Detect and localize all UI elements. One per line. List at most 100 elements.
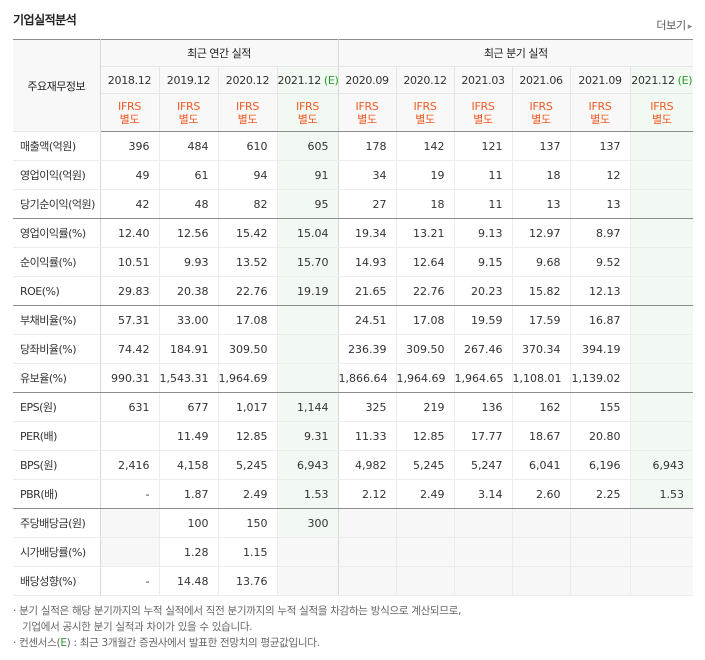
table-cell: 1,139.02 <box>569 363 631 393</box>
table-row: 매출액(억원) 396 484 610 605 178 142 121 137 137 <box>13 131 694 161</box>
table-cell: 677 <box>158 392 218 422</box>
accounting-basis: IFRS 별도 <box>511 93 571 132</box>
table-cell: 22.76 <box>395 276 455 306</box>
table-cell: 2.25 <box>569 479 631 509</box>
basis-label: 별도 <box>119 112 140 126</box>
table-cell: 17.77 <box>453 421 513 451</box>
table-cell: 21.65 <box>338 276 397 306</box>
table-cell: 325 <box>338 392 397 422</box>
footnote-2-pre: · 컨센서스( <box>13 637 61 649</box>
row-label: PBR(배) <box>13 479 101 509</box>
row-label: 시가배당률(%) <box>13 537 101 567</box>
ifrs-label: IFRS <box>650 99 674 113</box>
ifrs-label: IFRS <box>177 99 200 113</box>
table-cell <box>453 508 513 538</box>
period-header: 2021.06 <box>511 66 571 94</box>
table-cell <box>276 334 339 364</box>
row-label: BPS(원) <box>13 450 101 480</box>
table-cell: 137 <box>569 131 631 161</box>
table-cell <box>629 247 694 277</box>
table-cell <box>629 131 694 161</box>
basis-label: 별도 <box>473 112 493 126</box>
accounting-basis: IFRS 별도 <box>158 93 218 132</box>
table-row: ROE(%) 29.83 20.38 22.76 19.19 21.65 22.76 20.2… <box>13 276 694 306</box>
accounting-basis: IFRS 별도 <box>569 93 631 132</box>
table-cell: 91 <box>276 160 339 190</box>
table-cell: 61 <box>158 160 218 190</box>
period-header: 2021.03 <box>453 66 513 94</box>
table-cell: 396 <box>100 131 159 161</box>
period-label: 2019.12 <box>166 73 211 87</box>
ifrs-label: IFRS <box>236 99 259 113</box>
table-cell: 136 <box>453 392 513 422</box>
table-cell: 24.51 <box>338 305 397 335</box>
table-row: 영업이익률(%) 12.40 12.56 15.42 15.04 19.34 13.21 9.… <box>13 218 694 248</box>
table-cell: 12.40 <box>100 218 159 248</box>
table-cell: 370.34 <box>511 334 571 364</box>
table-cell: 3.14 <box>453 479 513 509</box>
table-cell: 6,196 <box>569 450 631 480</box>
table-cell <box>511 566 571 596</box>
table-cell: 14.93 <box>338 247 397 277</box>
table-cell <box>629 537 694 567</box>
table-cell: 12.85 <box>217 421 277 451</box>
table-cell: 1,144 <box>276 392 339 422</box>
table-cell: 178 <box>338 131 397 161</box>
table-cell <box>100 421 159 451</box>
table-cell: 15.04 <box>276 218 339 248</box>
table-cell: 142 <box>395 131 455 161</box>
table-cell: 82 <box>217 189 277 219</box>
table-cell <box>395 537 455 567</box>
table-cell <box>276 566 339 596</box>
table-row: 부채비율(%) 57.31 33.00 17.08 24.51 17.08 19.59 17.… <box>13 305 694 335</box>
row-label: ROE(%) <box>13 276 101 306</box>
table-cell <box>629 508 694 538</box>
table-cell <box>511 537 571 567</box>
table-cell: 22.76 <box>217 276 277 306</box>
table-cell: 13.52 <box>217 247 277 277</box>
table-cell: 14.48 <box>158 566 218 596</box>
table-cell: 13.76 <box>217 566 277 596</box>
table-cell: 12.97 <box>511 218 571 248</box>
table-cell: 309.50 <box>217 334 277 364</box>
period-label: 2021.09 <box>578 73 622 87</box>
table-cell: 9.13 <box>453 218 513 248</box>
table-cell: 605 <box>276 131 339 161</box>
table-cell: 57.31 <box>100 305 159 335</box>
table-row: 주당배당금(원) 100 150 300 <box>13 508 694 538</box>
period-header: 2020.12 <box>395 66 455 94</box>
table-cell: 12.13 <box>569 276 631 306</box>
table-cell: 1.53 <box>276 479 339 509</box>
table-cell: 267.46 <box>453 334 513 364</box>
table-cell <box>276 537 339 567</box>
table-cell <box>453 537 513 567</box>
table-cell: 12 <box>569 160 631 190</box>
table-cell: 13 <box>511 189 571 219</box>
quarter-group-header: 최근 분기 실적 <box>338 39 694 67</box>
table-cell <box>629 189 694 219</box>
table-cell: 2.12 <box>338 479 397 509</box>
more-label[interactable]: 더보기 <box>656 19 686 32</box>
table-cell: 12.85 <box>395 421 455 451</box>
table-cell: 5,245 <box>217 450 277 480</box>
table-cell <box>629 363 694 393</box>
table-cell: 33.00 <box>158 305 218 335</box>
table-cell: 2.60 <box>511 479 571 509</box>
table-cell: 12.64 <box>395 247 455 277</box>
table-cell <box>569 508 631 538</box>
table-cell: 15.82 <box>511 276 571 306</box>
more-link[interactable]: 더보기 ▸ <box>656 17 692 33</box>
table-cell: 1,964.69 <box>395 363 455 393</box>
table-cell: 42 <box>100 189 159 219</box>
table-cell: 9.52 <box>569 247 631 277</box>
table-row: 유보율(%) 990.31 1,543.31 1,964.69 1,866.64 1,96… <box>13 363 694 393</box>
basis-label: 별도 <box>415 112 435 126</box>
table-cell: 150 <box>217 508 277 538</box>
table-cell: 2.49 <box>217 479 277 509</box>
period-label: 2018.12 <box>107 73 152 87</box>
table-cell <box>338 508 397 538</box>
table-cell: 11.33 <box>338 421 397 451</box>
table-cell: 4,158 <box>158 450 218 480</box>
period-header: 2021.12 (E) <box>276 66 339 94</box>
basis-label: 별도 <box>651 112 672 126</box>
